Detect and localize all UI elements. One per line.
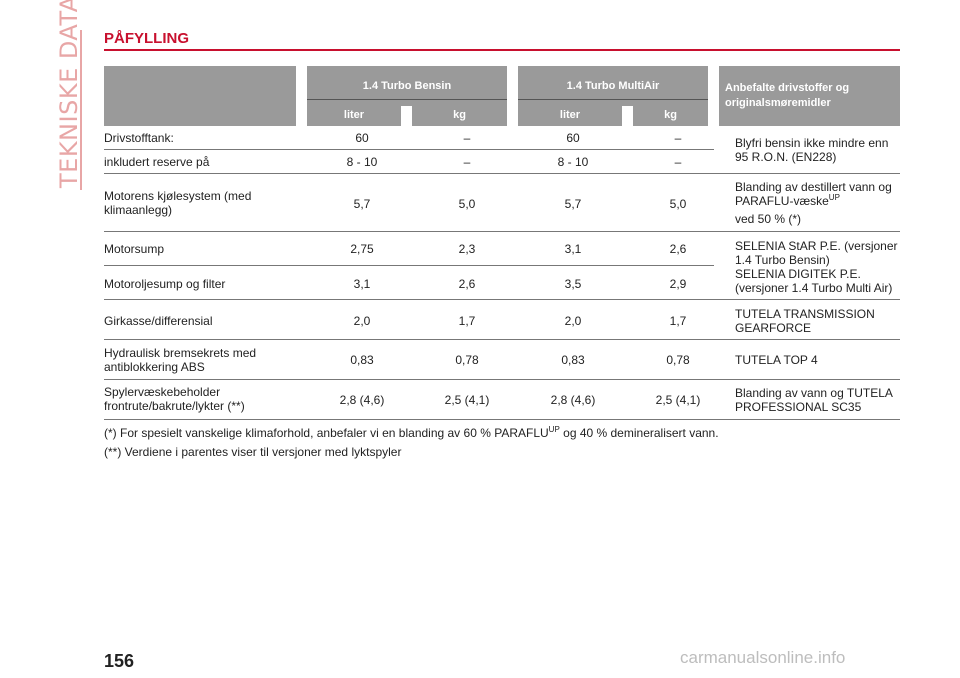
footnote-paraflu: (*) For spesielt vanskelige klimaforhold… <box>104 425 719 441</box>
header-kg-2: kg <box>633 104 708 126</box>
row-label: Hydraulisk bremsekrets med antiblokkerin… <box>104 346 257 374</box>
value-multiair-liter: 5,7 <box>564 197 582 211</box>
value-multiair-kg: 1,7 <box>669 314 687 328</box>
row-label: Motorens kjølesystem (med klimaanlegg) <box>104 189 252 217</box>
rec-oil-bensin: SELENIA StAR P.E. (versjoner 1.4 Turbo B… <box>735 239 898 267</box>
value-bensin-kg: 0,78 <box>455 353 479 367</box>
value-multiair-liter: 60 <box>566 131 580 145</box>
row-divider <box>104 339 900 340</box>
value-multiair-liter: 2,8 (4,6) <box>550 393 596 407</box>
title-rule <box>104 49 900 51</box>
header-group-bensin: 1.4 Turbo Bensin <box>307 66 507 106</box>
row-label: Motoroljesump og filter <box>104 277 226 291</box>
rec-coolant-ratio: ved 50 % (*) <box>735 212 802 226</box>
row-label: Spylervæskebeholder frontrute/bakrute/ly… <box>104 385 245 413</box>
value-multiair-liter: 3,5 <box>564 277 582 291</box>
value-bensin-kg: 2,3 <box>458 242 476 256</box>
row-divider <box>104 265 714 266</box>
header-liter-2: liter <box>518 104 622 126</box>
value-bensin-liter: 2,8 (4,6) <box>339 393 385 407</box>
value-bensin-kg: – <box>463 155 471 169</box>
value-multiair-kg: 0,78 <box>666 353 690 367</box>
rec-brake: TUTELA TOP 4 <box>735 353 818 367</box>
row-divider <box>104 149 714 150</box>
value-multiair-kg: 5,0 <box>669 197 687 211</box>
footnote-paraflu-text: (*) For spesielt vanskelige klimaforhold… <box>104 426 549 440</box>
value-multiair-kg: – <box>674 155 682 169</box>
value-bensin-kg: 2,6 <box>458 277 476 291</box>
rec-coolant: Blanding av destillert vann og PARAFLU-v… <box>735 180 900 226</box>
watermark: carmanualsonline.info <box>680 648 846 667</box>
value-bensin-kg: – <box>463 131 471 145</box>
value-bensin-liter: 3,1 <box>353 277 371 291</box>
value-multiair-liter: 8 - 10 <box>557 155 589 169</box>
header-group-multiair: 1.4 Turbo MultiAir <box>518 66 708 106</box>
header-kg-1: kg <box>412 104 507 126</box>
section-side-label: TEKNISKE DATA <box>55 0 83 188</box>
row-label: Drivstofftank: <box>104 131 174 145</box>
footnote-superscript: UP <box>548 425 560 434</box>
header-blank-cell <box>104 66 296 126</box>
value-bensin-liter: 60 <box>355 131 369 145</box>
value-bensin-kg: 2,5 (4,1) <box>444 393 490 407</box>
header-liter-1: liter <box>307 104 401 126</box>
value-multiair-kg: 2,5 (4,1) <box>655 393 701 407</box>
value-bensin-liter: 2,0 <box>353 314 371 328</box>
row-divider <box>104 379 900 380</box>
value-multiair-kg: 2,9 <box>669 277 687 291</box>
side-rule <box>80 30 82 190</box>
row-divider <box>104 299 900 300</box>
page-title: PÅFYLLING <box>104 30 189 47</box>
row-divider <box>104 173 900 174</box>
value-multiair-kg: – <box>674 131 682 145</box>
value-multiair-liter: 3,1 <box>564 242 582 256</box>
row-divider <box>104 231 900 232</box>
header-divider-bensin <box>307 99 507 100</box>
value-multiair-liter: 2,0 <box>564 314 582 328</box>
page-number: 156 <box>104 651 135 671</box>
rec-washer: Blanding av vann og TUTELA PROFESSIONAL … <box>735 386 893 414</box>
rec-gear: TUTELA TRANSMISSION GEARFORCE <box>735 307 875 335</box>
rec-coolant-text: Blanding av destillert vann og PARAFLU-v… <box>735 180 892 208</box>
rec-fuel: Blyfri bensin ikke mindre enn 95 R.O.N. … <box>735 136 889 164</box>
table-bottom-rule <box>104 419 900 420</box>
value-multiair-kg: 2,6 <box>669 242 687 256</box>
value-bensin-kg: 5,0 <box>458 197 476 211</box>
header-recommend: Anbefalte drivstoffer og originalsmøremi… <box>719 66 900 126</box>
value-bensin-liter: 5,7 <box>353 197 371 211</box>
footnote-washer: (**) Verdiene i parentes viser til versj… <box>104 445 402 459</box>
value-multiair-liter: 0,83 <box>561 353 585 367</box>
row-label: inkludert reserve på <box>104 155 210 169</box>
paraflu-superscript: UP <box>828 193 840 202</box>
rec-oil-multiair: SELENIA DIGITEK P.E. (versjoner 1.4 Turb… <box>735 267 893 295</box>
footnote-paraflu-tail: og 40 % demineralisert vann. <box>563 426 719 440</box>
header-divider-multiair <box>518 99 708 100</box>
value-bensin-kg: 1,7 <box>458 314 476 328</box>
row-label: Motorsump <box>104 242 165 256</box>
value-bensin-liter: 2,75 <box>350 242 374 256</box>
value-bensin-liter: 8 - 10 <box>346 155 378 169</box>
row-label: Girkasse/differensial <box>104 314 213 328</box>
value-bensin-liter: 0,83 <box>350 353 374 367</box>
